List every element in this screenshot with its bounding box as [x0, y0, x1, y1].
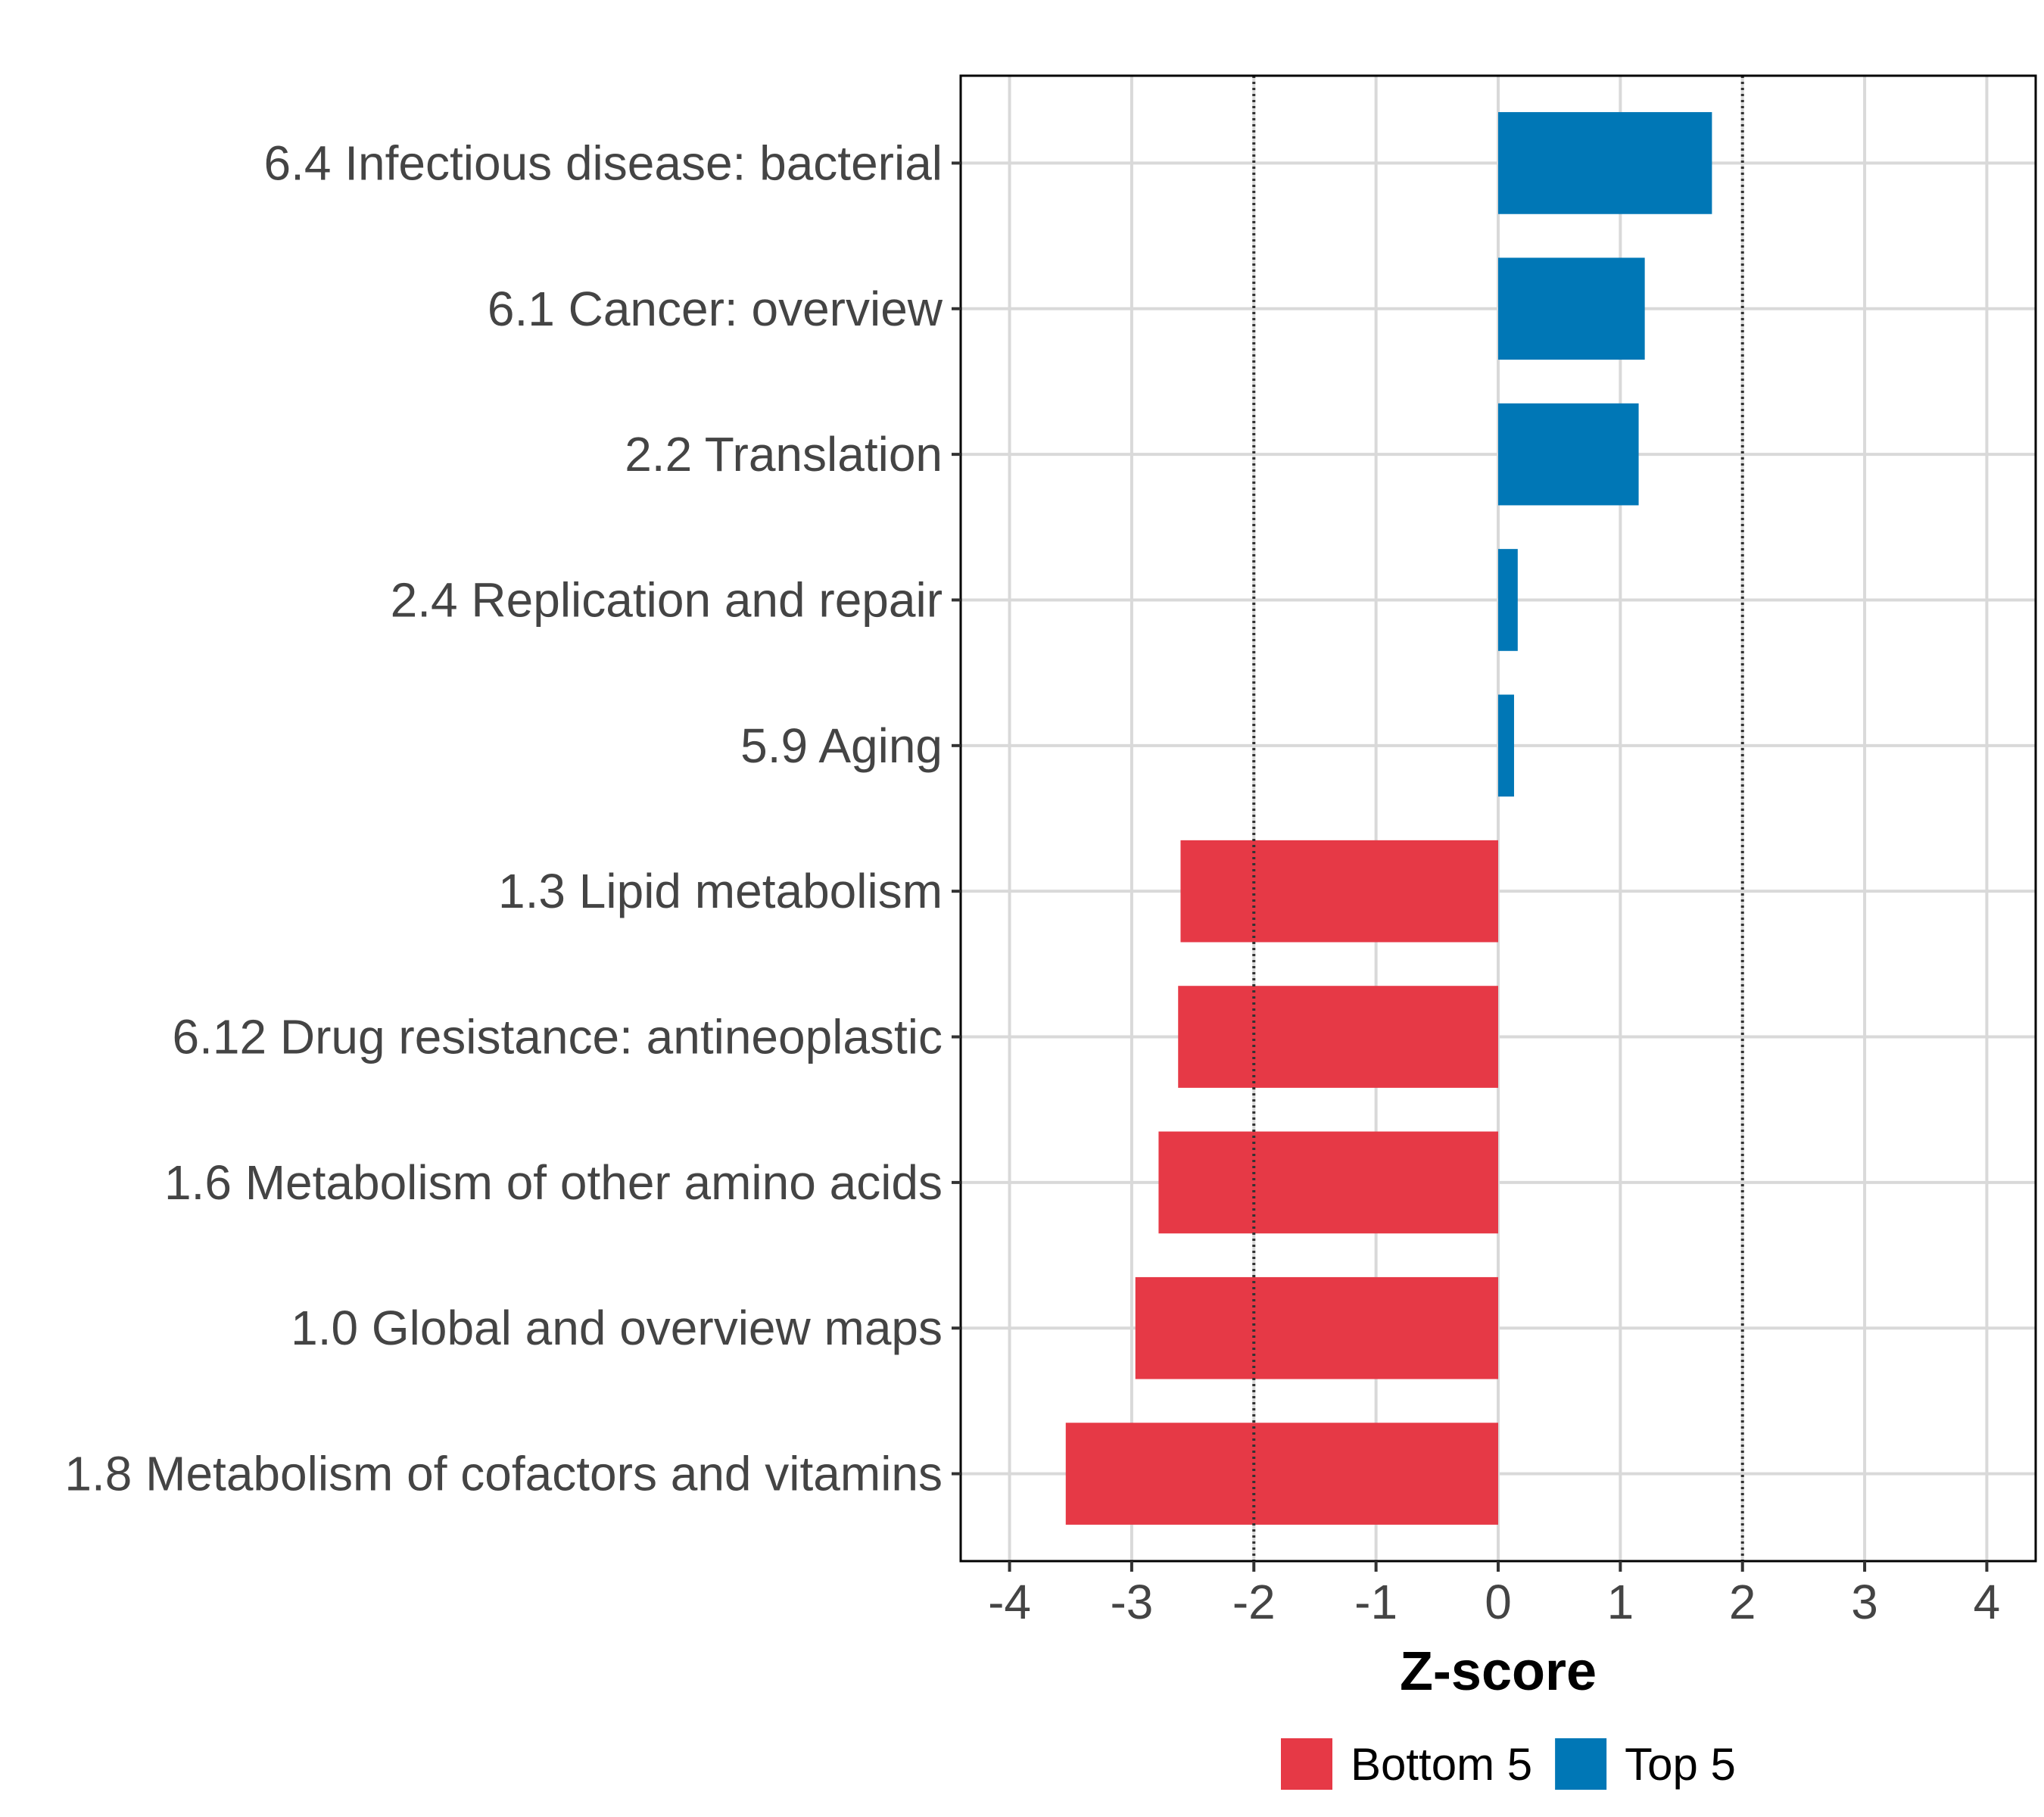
x-tick-label: 4	[1974, 1575, 2001, 1629]
x-tick-label: 1	[1607, 1575, 1634, 1629]
legend-key	[1281, 1738, 1332, 1790]
x-axis: -4 -3 -2 -1 0 1 2 3 4	[988, 1561, 2000, 1629]
x-tick-label: -1	[1354, 1575, 1397, 1629]
legend-label: Bottom 5	[1351, 1739, 1532, 1790]
bar	[1158, 1131, 1498, 1234]
bar	[1498, 549, 1518, 651]
bar	[1498, 694, 1514, 797]
legend-label: Top 5	[1625, 1739, 1736, 1790]
bar	[1065, 1423, 1498, 1525]
bar	[1498, 112, 1712, 214]
y-tick-label: 5.9 Aging	[740, 718, 943, 773]
legend: Bottom 5 Top 5	[1281, 1738, 1736, 1790]
x-tick-label: -3	[1110, 1575, 1153, 1629]
y-axis: 6.4 Infectious disease: bacterial 6.1 Can…	[64, 136, 961, 1501]
y-tick-label: 6.4 Infectious disease: bacterial	[263, 136, 943, 190]
x-tick-label: 2	[1729, 1575, 1756, 1629]
y-tick-label: 1.3 Lipid metabolism	[498, 864, 943, 918]
bar	[1498, 257, 1645, 360]
y-tick-label: 1.6 Metabolism of other amino acids	[164, 1155, 943, 1210]
y-tick-label: 6.12 Drug resistance: antineoplastic	[173, 1010, 943, 1064]
x-tick-label: 0	[1485, 1575, 1512, 1629]
bar	[1498, 403, 1639, 506]
y-tick-label: 1.0 Global and overview maps	[291, 1301, 943, 1355]
x-tick-label: 3	[1851, 1575, 1878, 1629]
bars	[1065, 112, 1712, 1525]
y-tick-label: 1.8 Metabolism of cofactors and vitamins	[64, 1447, 943, 1501]
legend-key	[1555, 1738, 1607, 1790]
bar	[1178, 986, 1498, 1088]
y-tick-label: 6.1 Cancer: overview	[488, 282, 943, 336]
y-tick-label: 2.2 Translation	[625, 427, 943, 482]
bar	[1135, 1276, 1498, 1379]
x-tick-label: -2	[1232, 1575, 1276, 1629]
x-axis-title: Z-score	[1400, 1641, 1597, 1702]
bar	[1180, 840, 1498, 943]
y-tick-label: 2.4 Replication and repair	[391, 572, 943, 627]
x-tick-label: -4	[988, 1575, 1031, 1629]
